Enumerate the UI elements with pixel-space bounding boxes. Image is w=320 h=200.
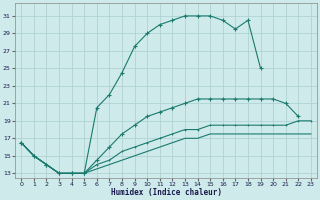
X-axis label: Humidex (Indice chaleur): Humidex (Indice chaleur): [111, 188, 221, 197]
